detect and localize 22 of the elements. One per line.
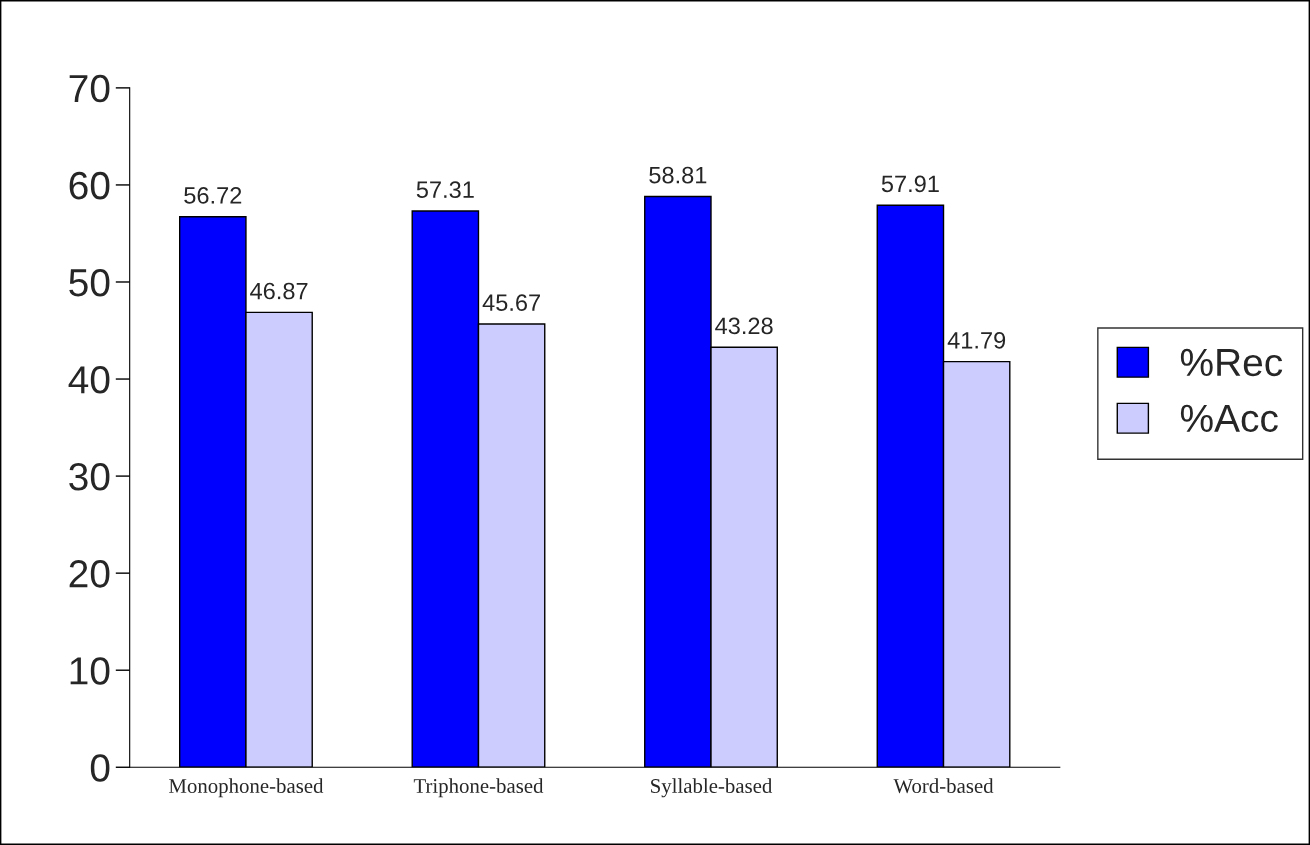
x-tick-label: Word-based <box>893 778 994 794</box>
y-tick-label: 20 <box>69 560 110 588</box>
data-label: 56.72 <box>184 187 242 204</box>
y-tick-label: 0 <box>90 754 110 782</box>
legend-label: %Rec <box>1180 348 1283 377</box>
y-tick-label: 10 <box>70 657 110 685</box>
y-tick-label: 40 <box>68 365 110 394</box>
data-label: 41.79 <box>947 331 1006 349</box>
data-label: 46.87 <box>250 282 308 300</box>
data-label: 45.67 <box>482 294 540 312</box>
data-label: 58.81 <box>649 166 707 184</box>
y-tick-label: 70 <box>69 74 110 103</box>
y-tick-label: 30 <box>69 463 110 491</box>
x-tick-label: Syllable-based <box>651 778 773 798</box>
data-label: 43.28 <box>715 317 773 335</box>
x-tick-label: Triphone-based <box>413 778 544 798</box>
data-label: 57.31 <box>416 181 474 199</box>
y-tick-label: 50 <box>69 268 110 297</box>
legend-label: %Acc <box>1180 404 1278 433</box>
x-tick-label: Monophone-based <box>169 778 324 798</box>
y-tick-label: 60 <box>69 171 110 200</box>
data-label: 57.91 <box>881 175 939 193</box>
